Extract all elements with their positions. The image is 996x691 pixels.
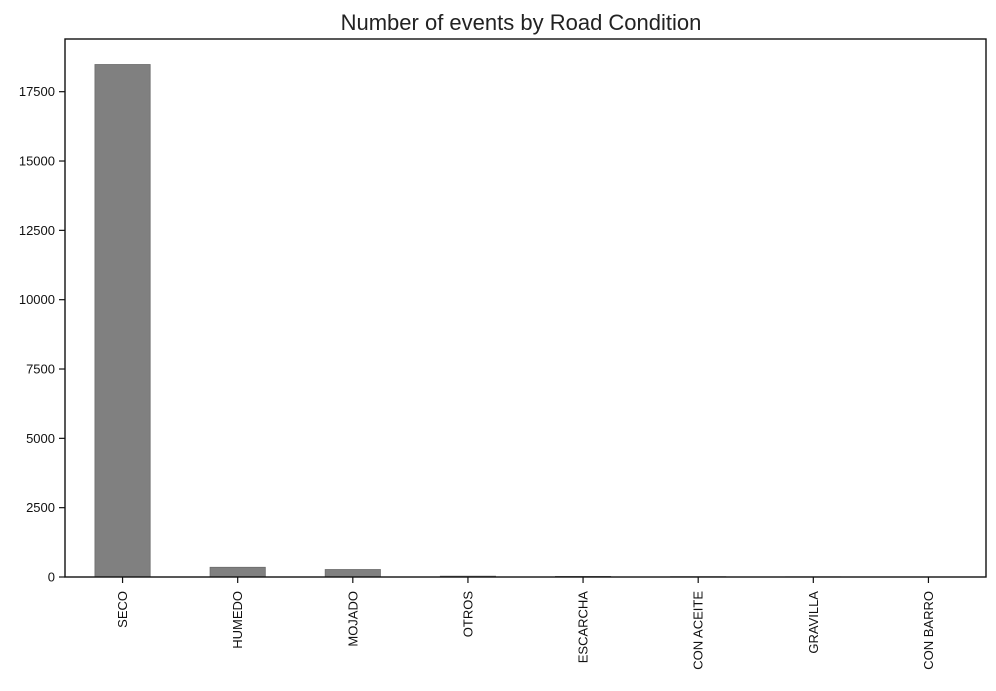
x-tick-label-otros: OTROS <box>460 591 475 638</box>
y-tick-label: 0 <box>48 570 55 585</box>
y-tick-label: 17500 <box>19 84 55 99</box>
y-axis-ticks: 0 2500 5000 7500 10000 12500 15000 17500 <box>19 84 65 585</box>
x-tick-label-humedo: HUMEDO <box>230 591 245 649</box>
y-tick-label: 12500 <box>19 223 55 238</box>
plot-frame <box>64 38 987 578</box>
x-tick-label-seco: SECO <box>115 591 130 628</box>
bars-group <box>94 64 957 578</box>
x-tick-label-mojado: MOJADO <box>345 591 360 647</box>
y-tick-label: 5000 <box>26 431 55 446</box>
y-tick-label: 10000 <box>19 292 55 307</box>
bar-seco <box>94 64 151 578</box>
bar-mojado <box>324 569 381 578</box>
x-tick-label-escarcha: ESCARCHA <box>576 591 591 664</box>
y-tick-label: 15000 <box>19 154 55 169</box>
x-tick-label-con-aceite: CON ACEITE <box>691 591 706 670</box>
bar-humedo <box>209 566 266 578</box>
x-axis-ticks: SECO HUMEDO MOJADO OTROS ESCARCHA CON ACEITE G… <box>115 577 936 670</box>
x-tick-label-con-barro: CON BARRO <box>921 591 936 670</box>
chart-title: Number of events by Road Condition <box>341 10 702 35</box>
y-tick-label: 7500 <box>26 362 55 377</box>
y-tick-label: 2500 <box>26 500 55 515</box>
x-tick-label-gravilla: GRAVILLA <box>806 591 821 654</box>
